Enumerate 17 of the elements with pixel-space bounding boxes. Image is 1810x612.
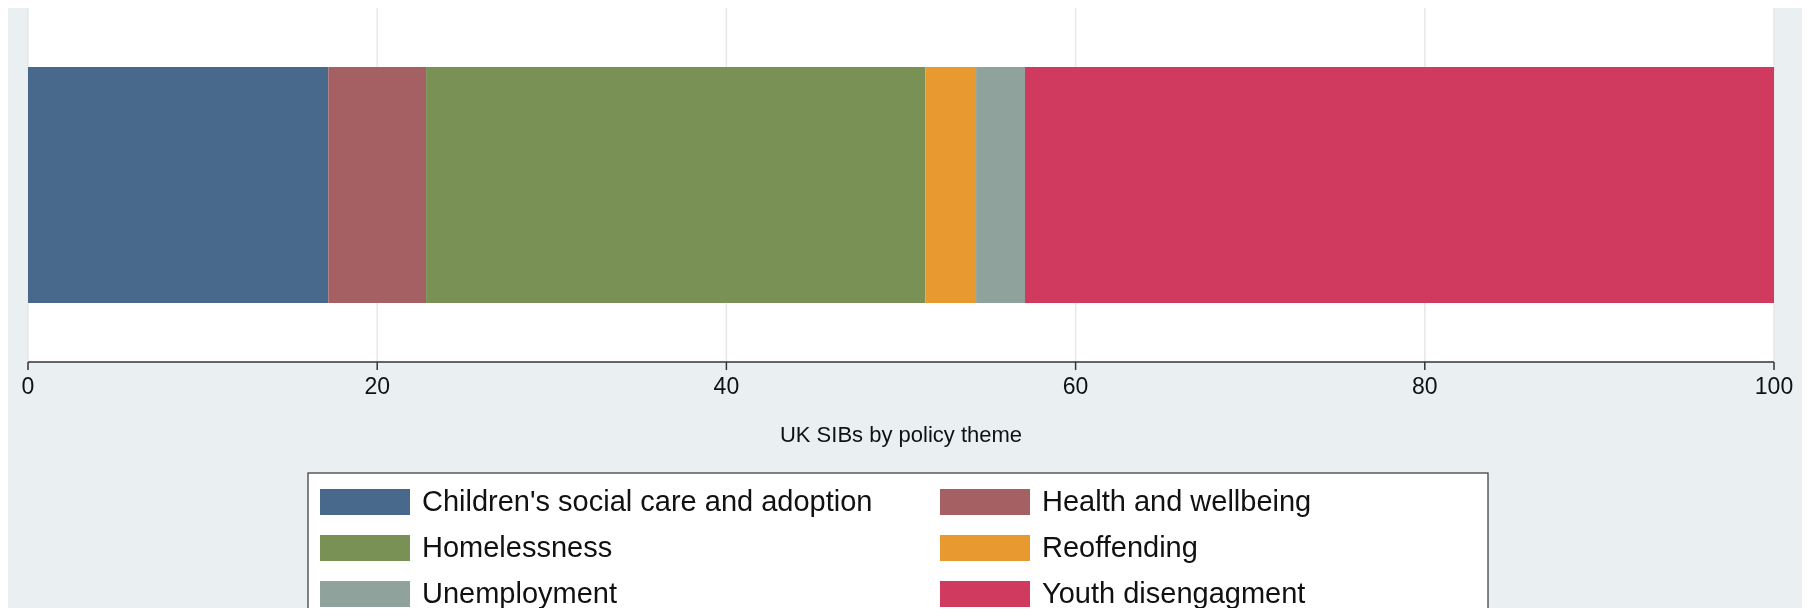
x-tick-label: 80 xyxy=(1412,373,1438,399)
x-tick-label: 60 xyxy=(1062,373,1089,399)
legend-label: Homelessness xyxy=(422,531,613,563)
bar xyxy=(426,67,926,303)
bar xyxy=(925,67,977,303)
bar xyxy=(28,67,329,303)
x-tick-label: 40 xyxy=(713,373,740,399)
x-tick-label: 20 xyxy=(364,373,390,399)
x-tick-label: 0 xyxy=(21,373,35,399)
x-axis-title: UK SIBs by policy theme xyxy=(779,422,1023,447)
bar xyxy=(328,67,427,303)
legend-label: Children's social care and adoption xyxy=(422,485,873,517)
bar xyxy=(976,67,1025,303)
x-tick-label: 100 xyxy=(1754,373,1794,399)
legend-label: Health and wellbeing xyxy=(1042,485,1312,517)
bar xyxy=(1024,67,1774,303)
legend-label: Reoffending xyxy=(1042,531,1198,563)
